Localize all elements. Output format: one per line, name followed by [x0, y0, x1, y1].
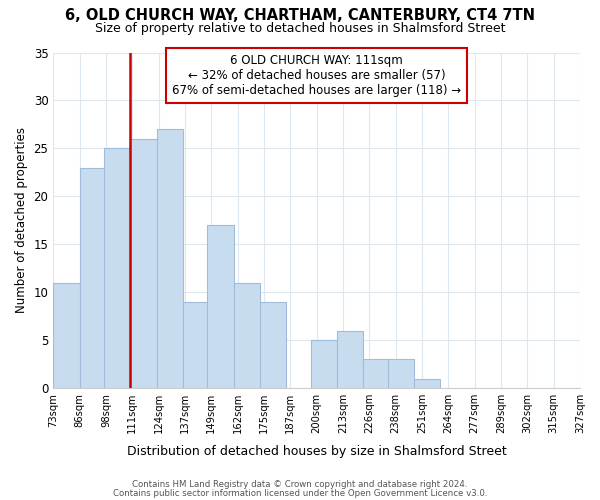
- Bar: [80, 168, 106, 388]
- Bar: [337, 330, 363, 388]
- Bar: [260, 302, 286, 388]
- Bar: [414, 378, 440, 388]
- Text: 6, OLD CHURCH WAY, CHARTHAM, CANTERBURY, CT4 7TN: 6, OLD CHURCH WAY, CHARTHAM, CANTERBURY,…: [65, 8, 535, 22]
- Bar: [130, 139, 157, 388]
- Bar: [363, 360, 389, 388]
- Bar: [183, 302, 209, 388]
- Text: 6 OLD CHURCH WAY: 111sqm
← 32% of detached houses are smaller (57)
67% of semi-d: 6 OLD CHURCH WAY: 111sqm ← 32% of detach…: [172, 54, 461, 97]
- X-axis label: Distribution of detached houses by size in Shalmsford Street: Distribution of detached houses by size …: [127, 444, 506, 458]
- Bar: [104, 148, 130, 388]
- Bar: [233, 282, 260, 388]
- Y-axis label: Number of detached properties: Number of detached properties: [15, 128, 28, 314]
- Bar: [157, 129, 183, 388]
- Text: Size of property relative to detached houses in Shalmsford Street: Size of property relative to detached ho…: [95, 22, 505, 35]
- Bar: [53, 282, 80, 388]
- Text: Contains public sector information licensed under the Open Government Licence v3: Contains public sector information licen…: [113, 489, 487, 498]
- Bar: [207, 225, 233, 388]
- Bar: [311, 340, 337, 388]
- Text: Contains HM Land Registry data © Crown copyright and database right 2024.: Contains HM Land Registry data © Crown c…: [132, 480, 468, 489]
- Bar: [388, 360, 414, 388]
